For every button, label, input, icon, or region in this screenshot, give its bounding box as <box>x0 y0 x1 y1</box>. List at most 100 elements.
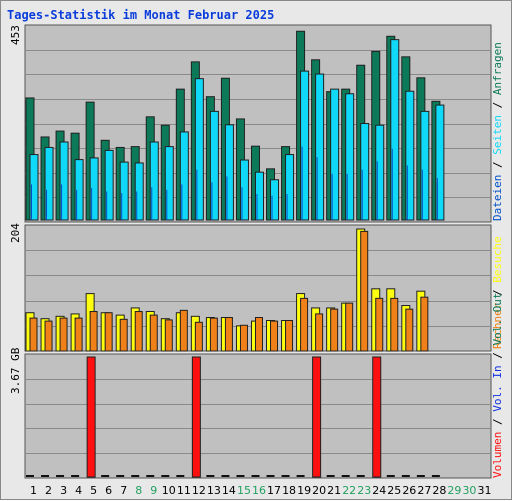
volumen-bar <box>221 475 230 477</box>
x-tick-label: 14 <box>222 484 236 497</box>
volumen-bar <box>416 475 425 477</box>
volumen-bar <box>86 356 96 478</box>
dateien-bar <box>421 169 423 220</box>
rechner-bar <box>330 308 339 352</box>
rechner-bar <box>254 317 263 352</box>
volumen-bar <box>312 356 322 478</box>
rechner-bar <box>300 297 309 352</box>
dateien-bar <box>241 187 243 220</box>
x-tick-label: 23 <box>357 484 371 497</box>
x-tick-label: 15 <box>237 484 251 497</box>
x-tick-label: 6 <box>105 484 112 497</box>
volumen-bar <box>206 475 215 477</box>
rechner-bar <box>59 317 68 352</box>
dateien-bar <box>76 189 78 220</box>
legend-separator: / <box>491 95 504 115</box>
x-tick-label: 29 <box>447 484 461 497</box>
seiten-bar <box>300 70 310 221</box>
seiten-bar <box>420 110 430 221</box>
seiten-bar <box>254 171 264 221</box>
seiten-bar <box>224 124 234 221</box>
legend-middle: Rechner / Besuche <box>491 236 504 349</box>
x-tick-label: 8 <box>135 484 142 497</box>
dateien-bar <box>256 193 258 220</box>
seiten-bar <box>104 149 114 221</box>
rechner-bar <box>29 317 38 352</box>
seiten-bar <box>405 90 415 221</box>
rechner-bar <box>209 317 218 352</box>
rechner-bar <box>164 319 173 352</box>
volumen-bar <box>71 475 80 477</box>
volumen-bar <box>356 475 365 477</box>
volumen-bar <box>26 475 34 477</box>
seiten-bar <box>194 78 204 221</box>
volumen-bar <box>386 475 395 477</box>
rechner-bar <box>420 296 429 352</box>
seiten-bar <box>330 88 340 221</box>
rechner-bar <box>239 324 248 352</box>
dateien-bar <box>301 146 303 220</box>
rechner-bar <box>44 320 53 352</box>
x-tick-label: 17 <box>267 484 281 497</box>
rechner-bar <box>390 297 399 352</box>
rechner-bar <box>134 311 143 352</box>
dateien-bar <box>196 169 198 220</box>
dateien-bar <box>106 191 108 220</box>
seiten-bar <box>74 159 84 221</box>
dateien-bar <box>136 191 138 220</box>
rechner-bar <box>345 302 354 352</box>
dateien-bar <box>376 161 378 220</box>
volumen-bar <box>131 475 140 477</box>
volumen-bar <box>41 475 50 477</box>
legend-seiten: Seiten <box>491 115 504 155</box>
volumen-bar <box>161 475 170 477</box>
x-tick-label: 10 <box>162 484 176 497</box>
seiten-bar <box>149 141 159 221</box>
rechner-bar <box>89 311 98 352</box>
dateien-bar <box>151 187 153 220</box>
x-tick-label: 12 <box>192 484 206 497</box>
seiten-bar <box>270 179 280 221</box>
rechner-bar <box>315 313 324 352</box>
legend-besuche: Besuche <box>491 236 504 282</box>
legend-dateien: Dateien <box>491 175 504 221</box>
rechner-bar <box>149 314 158 352</box>
rechner-bar <box>194 321 203 352</box>
middle-max-label: 204 <box>9 223 22 243</box>
seiten-bar <box>164 146 174 221</box>
seiten-bar <box>179 131 189 221</box>
x-tick-label: 9 <box>150 484 157 497</box>
volumen-bar <box>266 475 275 477</box>
volumen-bar <box>281 475 290 477</box>
x-tick-label: 5 <box>90 484 97 497</box>
seiten-bar <box>89 157 99 221</box>
volumen-bar <box>146 475 155 477</box>
dateien-bar <box>61 184 63 220</box>
rechner-bar <box>224 317 233 352</box>
volumen-bar <box>296 475 305 477</box>
legend-separator: / <box>491 283 504 303</box>
seiten-bar <box>360 123 370 221</box>
x-tick-label: 16 <box>252 484 266 497</box>
dateien-bar <box>226 176 228 220</box>
dateien-bar <box>331 173 333 220</box>
dateien-bar <box>46 189 48 220</box>
seiten-bar <box>315 73 325 221</box>
seiten-bar <box>375 124 385 221</box>
volumen-bar <box>251 475 260 477</box>
volumen-bar <box>116 475 125 477</box>
legend-top: Dateien / Seiten / Anfragen <box>491 42 504 221</box>
top-max-label: 453 <box>9 25 22 45</box>
x-tick-label: 28 <box>432 484 446 497</box>
dateien-bar <box>316 157 318 220</box>
seiten-bar <box>119 161 129 221</box>
legend-rechner: Rechner <box>491 302 504 349</box>
bottom-max-label: 3.67 GB <box>9 347 22 394</box>
x-tick-label: 22 <box>342 484 356 497</box>
chart-title: Tages-Statistik im Monat Februar 2025 <box>7 8 275 22</box>
x-tick-label: 11 <box>177 484 191 497</box>
x-tick-label: 25 <box>387 484 401 497</box>
x-tick-label: 27 <box>417 484 431 497</box>
